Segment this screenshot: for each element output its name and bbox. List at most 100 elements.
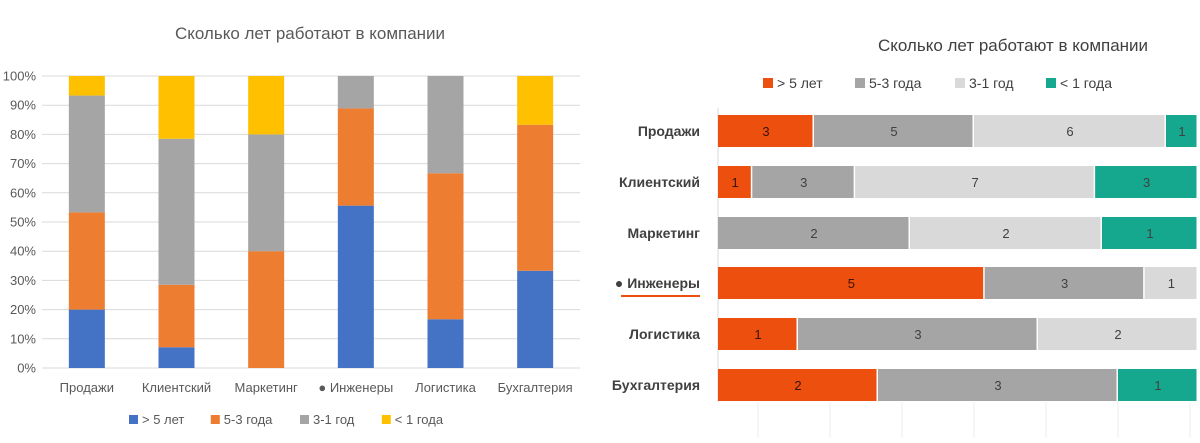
data-label: 1 bbox=[1146, 226, 1153, 241]
bar-segment bbox=[718, 318, 797, 350]
y-tick-label: 80% bbox=[10, 127, 36, 142]
bar-segment bbox=[427, 76, 464, 174]
bar-segment bbox=[1118, 369, 1197, 401]
y-category-label: Маркетинг bbox=[627, 225, 700, 241]
bar-segment bbox=[158, 347, 195, 368]
y-category-label: ● Инженеры bbox=[615, 275, 700, 291]
legend-swatch bbox=[210, 415, 220, 424]
legend-label: 3-1 год bbox=[313, 412, 355, 427]
bar-segment bbox=[248, 251, 285, 368]
bar-segment bbox=[798, 318, 1037, 350]
bar-segment bbox=[718, 217, 909, 249]
legend-label: > 5 лет bbox=[142, 412, 184, 427]
bar-segment bbox=[158, 138, 195, 285]
data-label: 3 bbox=[914, 327, 921, 342]
data-label: 1 bbox=[1178, 124, 1185, 139]
legend-swatch bbox=[381, 415, 391, 424]
bar-segment bbox=[878, 369, 1117, 401]
data-label: 3 bbox=[762, 124, 769, 139]
bar-segment bbox=[337, 108, 374, 206]
y-tick-label: 90% bbox=[10, 98, 36, 113]
data-label: 2 bbox=[1114, 327, 1121, 342]
bar-segment bbox=[158, 284, 195, 348]
bar-segment bbox=[1144, 267, 1197, 299]
y-tick-label: 60% bbox=[10, 185, 36, 200]
legend-label: 3-1 год bbox=[969, 75, 1014, 91]
bar-segment bbox=[1095, 166, 1197, 198]
data-label: 3 bbox=[994, 378, 1001, 393]
data-label: 2 bbox=[810, 226, 817, 241]
right-chart-panel: Сколько лет работают в компании > 5 лет 5-… bbox=[600, 0, 1200, 438]
x-tick-label: Бухгалтерия bbox=[498, 380, 573, 395]
x-tick-label: Маркетинг bbox=[235, 380, 298, 395]
legend-swatch bbox=[129, 415, 138, 424]
y-tick-label: 10% bbox=[10, 331, 36, 346]
left-chart-panel: Сколько лет работают в компании 0% 10% 20% 3… bbox=[0, 0, 600, 438]
legend-label: 5-3 года bbox=[869, 75, 922, 91]
legend-label: < 1 года bbox=[1060, 75, 1112, 91]
data-label: 2 bbox=[794, 378, 801, 393]
x-tick-label: Логистика bbox=[415, 380, 476, 395]
data-label: 3 bbox=[1143, 175, 1150, 190]
data-label: 1 bbox=[732, 175, 739, 190]
x-tick-label: ● Инженеры bbox=[318, 380, 393, 395]
bar-segment bbox=[248, 76, 285, 135]
y-tick-label: 100% bbox=[3, 69, 37, 84]
legend-swatch bbox=[1046, 78, 1056, 88]
bar-segment bbox=[814, 115, 973, 147]
y-tick-label: 70% bbox=[10, 156, 36, 171]
bar-segment bbox=[248, 134, 285, 252]
x-tick-label: Продажи bbox=[60, 380, 114, 395]
legend-swatch bbox=[955, 78, 965, 88]
data-label: 1 bbox=[1154, 378, 1161, 393]
legend-label: < 1 года bbox=[395, 412, 444, 427]
y-tick-label: 40% bbox=[10, 244, 36, 259]
bar-segment bbox=[337, 76, 374, 109]
y-tick-label: 20% bbox=[10, 302, 36, 317]
data-label: 7 bbox=[972, 175, 979, 190]
bar-segment bbox=[910, 217, 1101, 249]
bar-segment bbox=[517, 124, 554, 271]
data-label: 1 bbox=[754, 327, 761, 342]
left-stacked-column-chart: Сколько лет работают в компании 0% 10% 20% 3… bbox=[3, 24, 580, 427]
data-label: 3 bbox=[1061, 276, 1068, 291]
chart-title: Сколько лет работают в компании bbox=[175, 24, 445, 43]
data-label: 6 bbox=[1066, 124, 1073, 139]
y-category-label: Логистика bbox=[629, 326, 700, 342]
legend-swatch bbox=[763, 78, 773, 88]
data-label: 5 bbox=[890, 124, 897, 139]
legend-label: 5-3 года bbox=[224, 412, 273, 427]
bar-segment bbox=[718, 267, 984, 299]
chart-title: Сколько лет работают в компании bbox=[878, 36, 1148, 55]
y-category-label: Продажи bbox=[638, 123, 700, 139]
x-tick-label: Клиентский bbox=[142, 380, 211, 395]
bar-segment bbox=[718, 166, 751, 198]
data-label: 5 bbox=[848, 276, 855, 291]
legend-label: > 5 лет bbox=[777, 75, 823, 91]
y-category-label: Бухгалтерия bbox=[612, 377, 700, 393]
bar-segment bbox=[718, 115, 813, 147]
bar-segment bbox=[1038, 318, 1197, 350]
data-label: 1 bbox=[1168, 276, 1175, 291]
bar-segment bbox=[974, 115, 1165, 147]
bar-segment bbox=[68, 76, 105, 96]
bar-segment bbox=[517, 270, 554, 368]
y-tick-label: 50% bbox=[10, 215, 36, 230]
bar-segment bbox=[1102, 217, 1197, 249]
bar-segment bbox=[337, 205, 374, 368]
data-label: 2 bbox=[1002, 226, 1009, 241]
right-stacked-bar-chart: Сколько лет работают в компании > 5 лет 5-… bbox=[612, 36, 1197, 438]
bar-segment bbox=[752, 166, 854, 198]
bar-segment bbox=[427, 319, 464, 368]
bar-segment bbox=[1166, 115, 1197, 147]
bar-segment bbox=[68, 309, 105, 368]
bar-segment bbox=[68, 212, 105, 310]
data-label: 3 bbox=[800, 175, 807, 190]
bar-segment bbox=[68, 95, 105, 213]
legend-swatch bbox=[855, 78, 865, 88]
y-tick-label: 0% bbox=[17, 361, 36, 376]
bar-segment bbox=[855, 166, 1094, 198]
bar-segment bbox=[718, 369, 877, 401]
bar-segment bbox=[427, 173, 464, 320]
legend-swatch bbox=[300, 415, 309, 424]
